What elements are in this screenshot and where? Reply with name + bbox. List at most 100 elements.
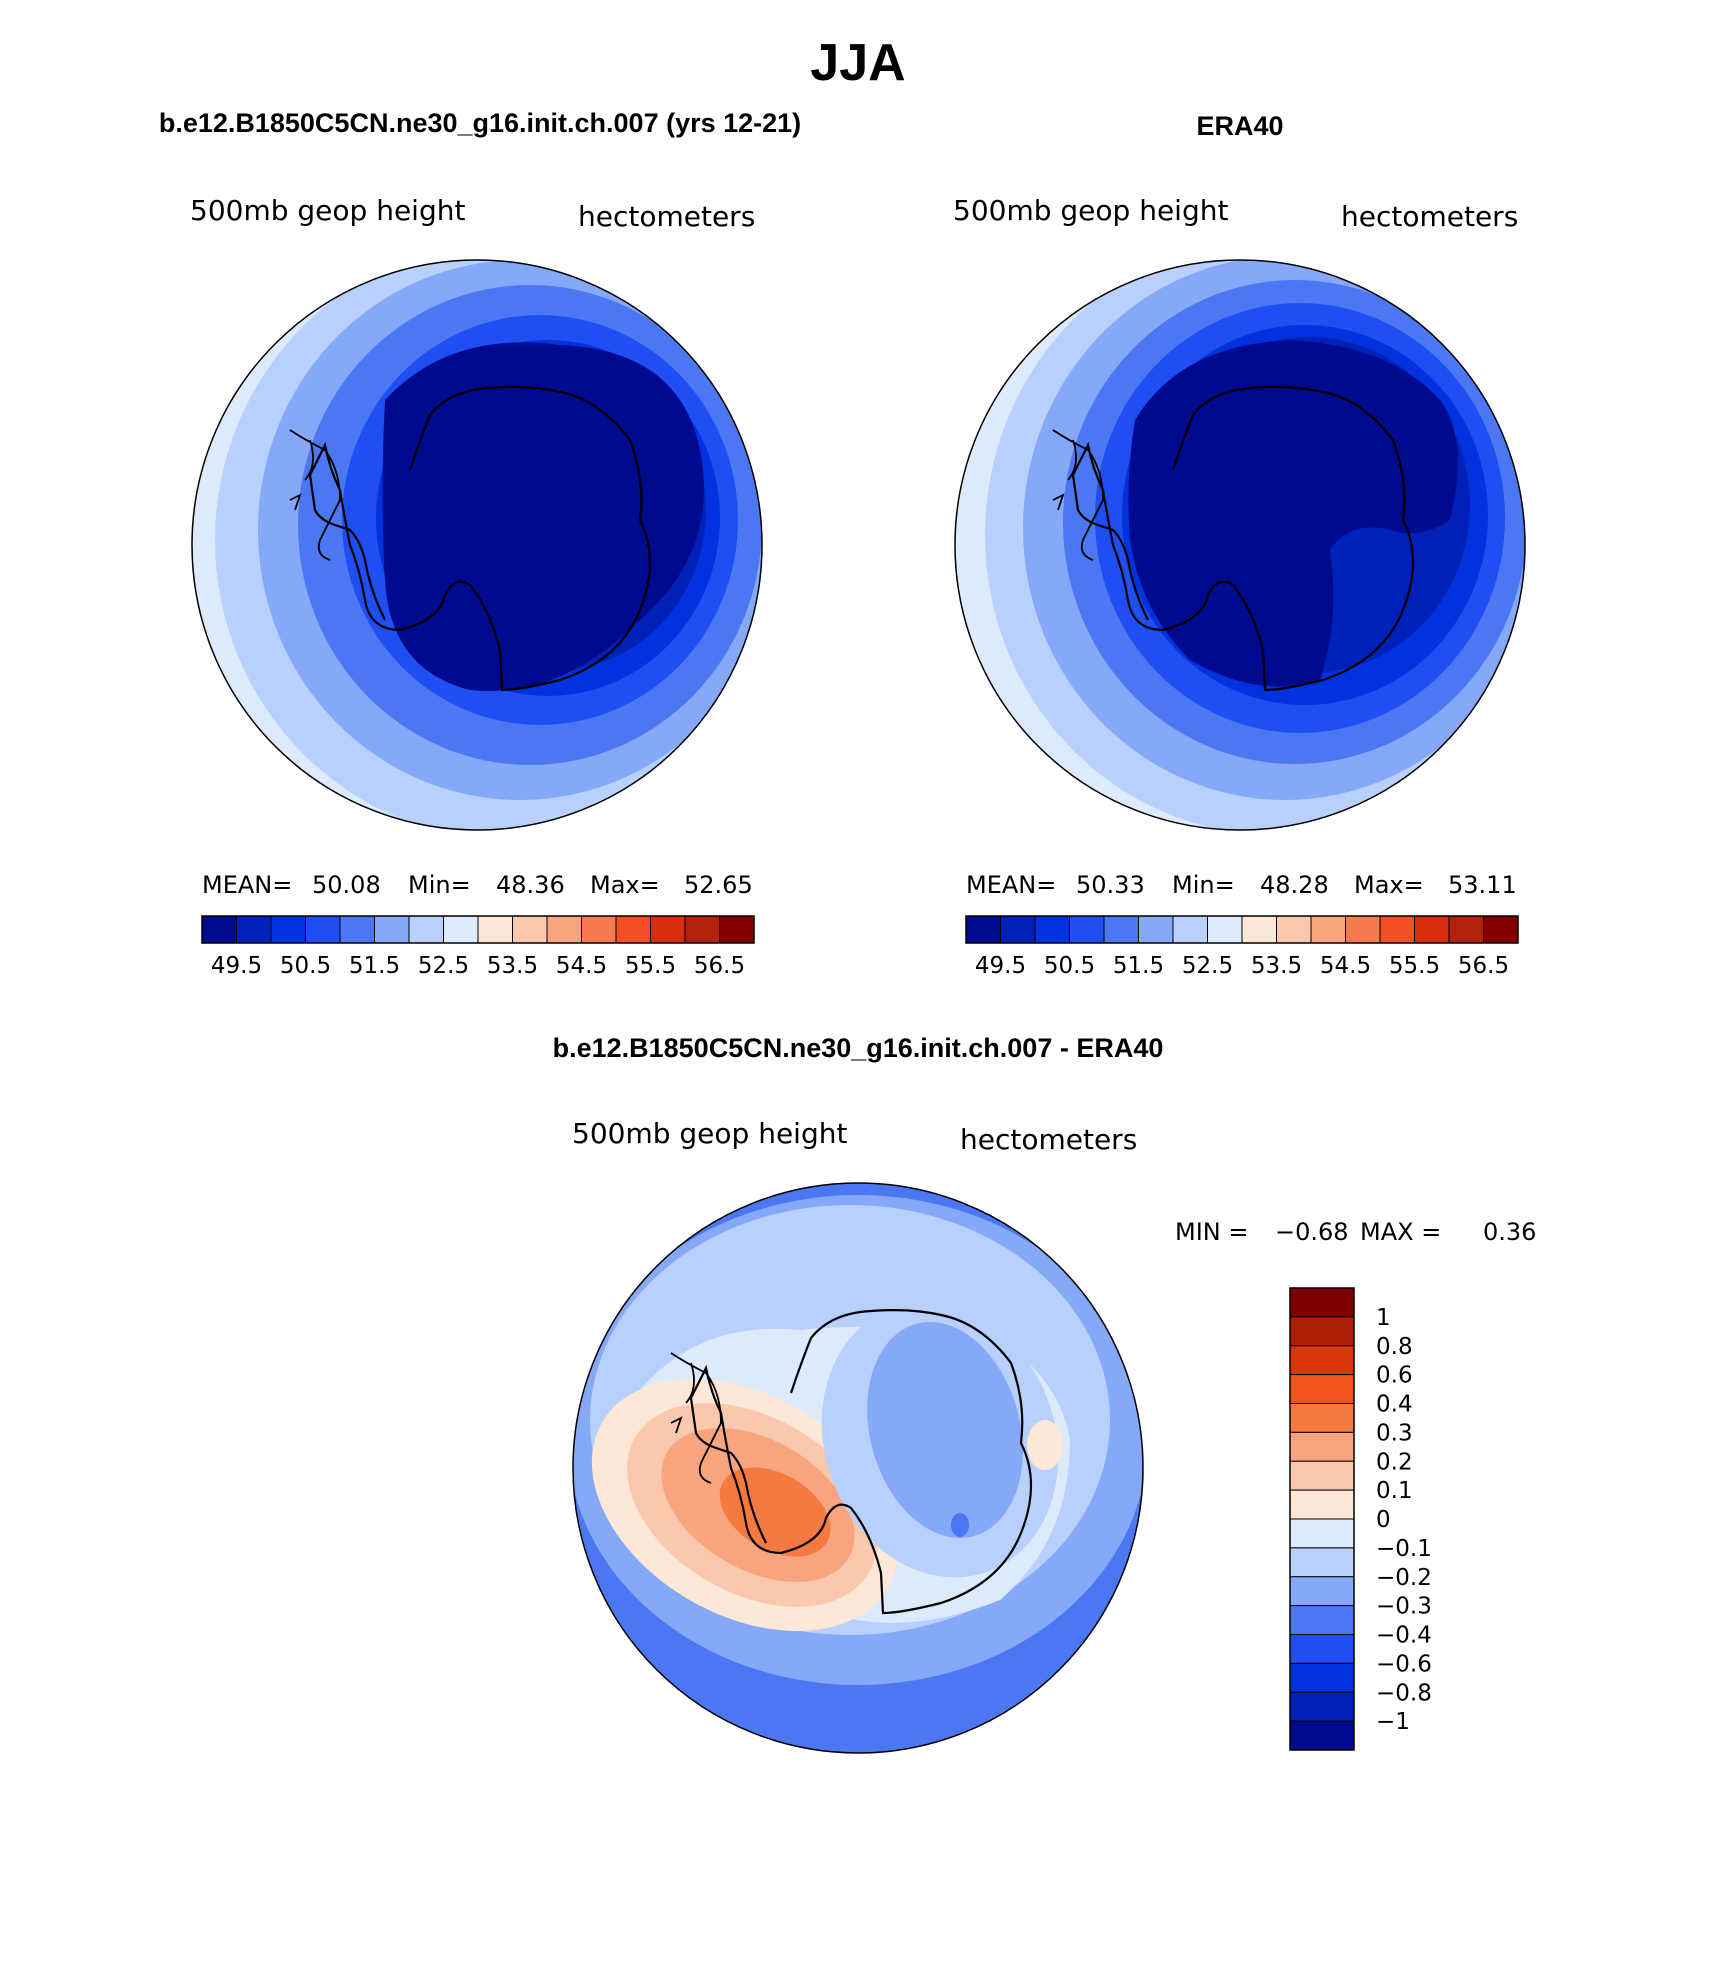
colorbar-tick-label: 54.5 xyxy=(1320,953,1371,979)
stat-mean-label: MEAN= xyxy=(966,871,1056,899)
coastline xyxy=(1071,386,1415,692)
colorbar-swatch xyxy=(1289,1374,1355,1404)
stat-max-label: Max= xyxy=(590,871,660,899)
stat-min-value: 48.36 xyxy=(496,871,565,899)
panel-diff-title: b.e12.B1850C5CN.ne30_g16.init.ch.007 - E… xyxy=(553,1033,1164,1063)
colorbar-tick-label: 1 xyxy=(1376,1305,1391,1331)
colorbar-swatch xyxy=(1414,915,1450,944)
stat-max-label: MAX = xyxy=(1360,1218,1441,1246)
stat-min-label: Min= xyxy=(1172,871,1235,899)
panel-diff-stats: MIN = −0.68 MAX = 0.36 xyxy=(1175,1218,1536,1246)
colorbar-tick-label: 0.4 xyxy=(1376,1392,1413,1418)
colorbar-swatch xyxy=(1379,915,1415,944)
colorbar-swatch xyxy=(1289,1403,1355,1433)
colorbar-swatch xyxy=(1289,1605,1355,1635)
colorbar-tick-label: 56.5 xyxy=(694,953,745,979)
colorbar-swatch xyxy=(684,915,720,944)
colorbar-model: 49.5 50.5 51.5 52.5 53.5 54.5 55.5 56.5 xyxy=(201,915,755,979)
colorbar-swatch xyxy=(1289,1576,1355,1607)
colorbar-tick-label: 55.5 xyxy=(1389,953,1440,979)
map-border xyxy=(572,1182,1144,1754)
colorbar-tick-label: 52.5 xyxy=(1182,953,1233,979)
panel-obs: ERA40 500mb geop height hectometers MEAN… xyxy=(953,111,1526,979)
colorbar-swatch xyxy=(408,915,444,944)
colorbar-swatch xyxy=(615,915,651,944)
panel-diff-right-label: hectometers xyxy=(960,1123,1137,1156)
colorbar-swatch xyxy=(1138,915,1174,944)
colorbar-swatch xyxy=(1289,1720,1355,1751)
panel-obs-stats: MEAN= 50.33 Min= 48.28 Max= 53.11 xyxy=(966,871,1517,899)
panel-obs-right-label: hectometers xyxy=(1341,200,1518,233)
colorbar-swatch xyxy=(1207,915,1243,944)
colorbar-tick-label: 0.2 xyxy=(1376,1449,1413,1475)
colorbar-swatch xyxy=(305,915,341,944)
colorbar-tick-label: 51.5 xyxy=(1113,953,1164,979)
colorbar-diff: 1 0.8 0.6 0.40.3 0.2 0.1 0 −0.1 −0.2 −0.3 −0.4−0.6… xyxy=(1289,1287,1432,1751)
colorbar-swatch xyxy=(512,915,548,944)
colorbar-swatch xyxy=(1289,1345,1355,1376)
stat-min-value: −0.68 xyxy=(1275,1218,1349,1246)
colorbar-tick-label: 51.5 xyxy=(349,953,400,979)
panel-obs-title: ERA40 xyxy=(1196,111,1283,141)
colorbar-swatch xyxy=(1241,915,1277,944)
stat-min-label: Min= xyxy=(408,871,471,899)
colorbar-swatch xyxy=(1345,915,1381,944)
colorbar-tick-label: 56.5 xyxy=(1458,953,1509,979)
colorbar-swatch xyxy=(1289,1287,1355,1318)
colorbar-tick-label: 50.5 xyxy=(1044,953,1095,979)
colorbar-tick-label: 50.5 xyxy=(280,953,331,979)
colorbar-tick-label: 0.3 xyxy=(1376,1420,1413,1446)
colorbar-obs: 49.5 50.5 51.5 52.5 53.5 54.5 55.5 56.5 xyxy=(965,915,1519,979)
panel-model-stats: MEAN= 50.08 Min= 48.36 Max= 52.65 xyxy=(202,871,753,899)
map-border xyxy=(954,259,1526,831)
coastline-peninsula xyxy=(670,1352,722,1484)
panel-model: b.e12.B1850C5CN.ne30_g16.init.ch.007 (yr… xyxy=(159,108,801,979)
colorbar-tick-label: 49.5 xyxy=(211,953,262,979)
colorbar-tick-label: 53.5 xyxy=(1251,953,1302,979)
panel-model-title: b.e12.B1850C5CN.ne30_g16.init.ch.007 (yr… xyxy=(159,108,801,138)
map-diff xyxy=(573,1183,1143,1753)
colorbar-swatch xyxy=(650,915,686,944)
stat-max-value: 52.65 xyxy=(684,871,753,899)
colorbar-tick-label: −0.3 xyxy=(1376,1594,1432,1620)
map-border xyxy=(191,259,763,831)
colorbar-swatch xyxy=(965,915,1001,944)
colorbar-tick-label: −0.6 xyxy=(1376,1651,1432,1677)
colorbar-tick-label: 0.8 xyxy=(1376,1334,1413,1360)
colorbar-swatch xyxy=(1289,1460,1355,1491)
colorbar-tick-label: 0.1 xyxy=(1376,1478,1413,1504)
colorbar-frame xyxy=(1289,1287,1355,1751)
colorbar-swatch xyxy=(339,915,375,944)
colorbar-swatch xyxy=(546,915,582,944)
colorbar-swatch xyxy=(1289,1634,1355,1664)
colorbar-swatch xyxy=(1310,915,1346,944)
colorbar-swatch xyxy=(1289,1431,1355,1462)
colorbar-tick-label: −0.2 xyxy=(1376,1565,1432,1591)
colorbar-swatch xyxy=(1483,915,1519,944)
stat-mean-label: MEAN= xyxy=(202,871,292,899)
colorbar-swatch xyxy=(1172,915,1208,944)
contour-band xyxy=(1128,340,1458,687)
page-title: JJA xyxy=(810,34,905,92)
colorbar-swatch xyxy=(1069,915,1105,944)
colorbar-tick-label: 53.5 xyxy=(487,953,538,979)
colorbar-tick-label: −0.8 xyxy=(1376,1680,1432,1706)
contour-band xyxy=(867,1321,1023,1539)
colorbar-swatch xyxy=(236,915,272,944)
colorbar-swatch xyxy=(1289,1547,1355,1578)
map-model xyxy=(192,260,762,830)
panel-obs-left-label: 500mb geop height xyxy=(953,194,1228,227)
coastline xyxy=(308,386,652,692)
colorbar-swatch xyxy=(443,915,479,944)
colorbar-swatch xyxy=(1103,915,1139,944)
colorbar-swatch xyxy=(374,915,410,944)
stat-max-label: Max= xyxy=(1354,871,1424,899)
colorbar-frame xyxy=(201,915,755,944)
coastline-peninsula xyxy=(1052,429,1104,561)
colorbar-swatch xyxy=(1289,1316,1355,1347)
colorbar-tick-label: 55.5 xyxy=(625,953,676,979)
colorbar-swatch xyxy=(1289,1518,1355,1549)
colorbar-tick-label: 0.6 xyxy=(1376,1363,1413,1389)
colorbar-tick-label: −0.1 xyxy=(1376,1536,1432,1562)
